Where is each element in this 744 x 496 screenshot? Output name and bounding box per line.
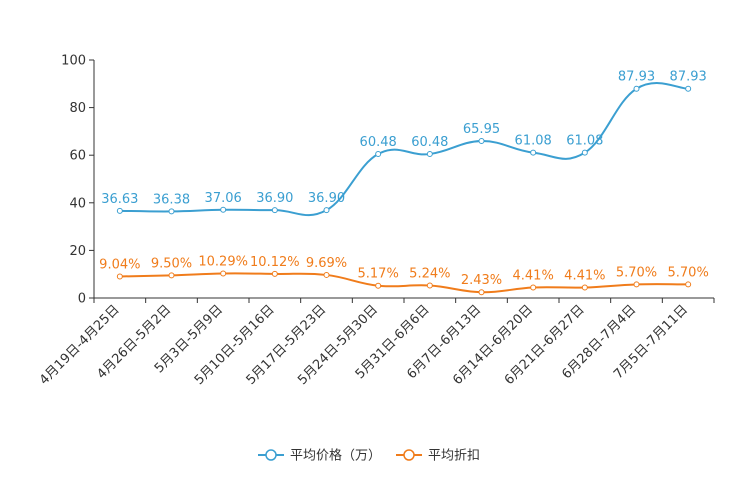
data-label: 60.48	[360, 135, 397, 150]
legend-label: 平均折扣	[428, 449, 480, 464]
y-tick-label: 100	[61, 54, 86, 69]
data-label: 60.48	[411, 135, 448, 150]
data-point[interactable]	[581, 284, 588, 291]
data-point[interactable]	[426, 282, 433, 289]
legend-marker	[403, 449, 415, 461]
data-label: 9.04%	[99, 257, 140, 272]
data-point[interactable]	[581, 149, 588, 156]
data-point[interactable]	[116, 207, 123, 214]
data-point[interactable]	[116, 273, 123, 280]
data-label: 4.41%	[513, 269, 554, 284]
y-tick-label: 40	[69, 196, 86, 211]
data-label: 36.63	[101, 192, 138, 207]
data-point[interactable]	[426, 151, 433, 158]
data-label: 65.95	[463, 122, 500, 137]
data-label: 5.70%	[668, 265, 709, 280]
data-point[interactable]	[220, 206, 227, 213]
data-point[interactable]	[375, 151, 382, 158]
data-label: 10.12%	[250, 255, 300, 270]
data-label: 9.69%	[306, 256, 347, 271]
legend-marker	[265, 449, 277, 461]
data-point[interactable]	[685, 281, 692, 288]
legend-item-1[interactable]: 平均折扣	[396, 449, 480, 464]
data-label: 87.93	[670, 70, 707, 85]
data-label: 87.93	[618, 70, 655, 85]
data-label: 61.08	[566, 134, 603, 149]
data-point[interactable]	[168, 208, 175, 215]
data-point[interactable]	[220, 270, 227, 277]
data-label: 61.08	[515, 134, 552, 149]
data-label: 5.24%	[409, 267, 450, 282]
data-point[interactable]	[271, 270, 278, 277]
data-point[interactable]	[633, 281, 640, 288]
data-label: 9.50%	[151, 256, 192, 271]
data-label: 10.29%	[198, 255, 248, 270]
data-point[interactable]	[323, 271, 330, 278]
data-point[interactable]	[478, 138, 485, 145]
data-label: 36.90	[308, 191, 345, 206]
data-point[interactable]	[271, 207, 278, 214]
axes: 0204060801004月19日-4月25日4月26日-5月2日5月3日-5月…	[37, 54, 715, 388]
data-point[interactable]	[530, 284, 537, 291]
y-tick-label: 60	[69, 149, 86, 164]
data-labels: 36.63 36.38 37.06 36.90 36.90 60.48 60.48 65.95…	[99, 70, 709, 288]
y-tick-label: 0	[78, 292, 86, 307]
data-label: 5.70%	[616, 265, 657, 280]
series-layer	[116, 82, 692, 296]
data-label: 5.17%	[358, 267, 399, 282]
series-line-1	[119, 272, 689, 294]
legend-label: 平均价格（万）	[290, 448, 381, 464]
data-label: 37.06	[205, 191, 242, 206]
legend: 平均价格（万） 平均折扣	[258, 448, 480, 464]
data-label: 4.41%	[564, 269, 605, 284]
y-tick-label: 20	[69, 244, 86, 259]
data-label: 2.43%	[461, 273, 502, 288]
data-point[interactable]	[633, 85, 640, 92]
data-point[interactable]	[530, 149, 537, 156]
legend-item-0[interactable]: 平均价格（万）	[258, 448, 381, 464]
data-label: 36.38	[153, 192, 190, 207]
data-point[interactable]	[168, 272, 175, 279]
data-point[interactable]	[685, 85, 692, 92]
y-tick-label: 80	[69, 101, 86, 116]
data-point[interactable]	[323, 207, 330, 214]
data-point[interactable]	[478, 289, 485, 296]
data-label: 36.90	[256, 191, 293, 206]
data-point[interactable]	[375, 282, 382, 289]
